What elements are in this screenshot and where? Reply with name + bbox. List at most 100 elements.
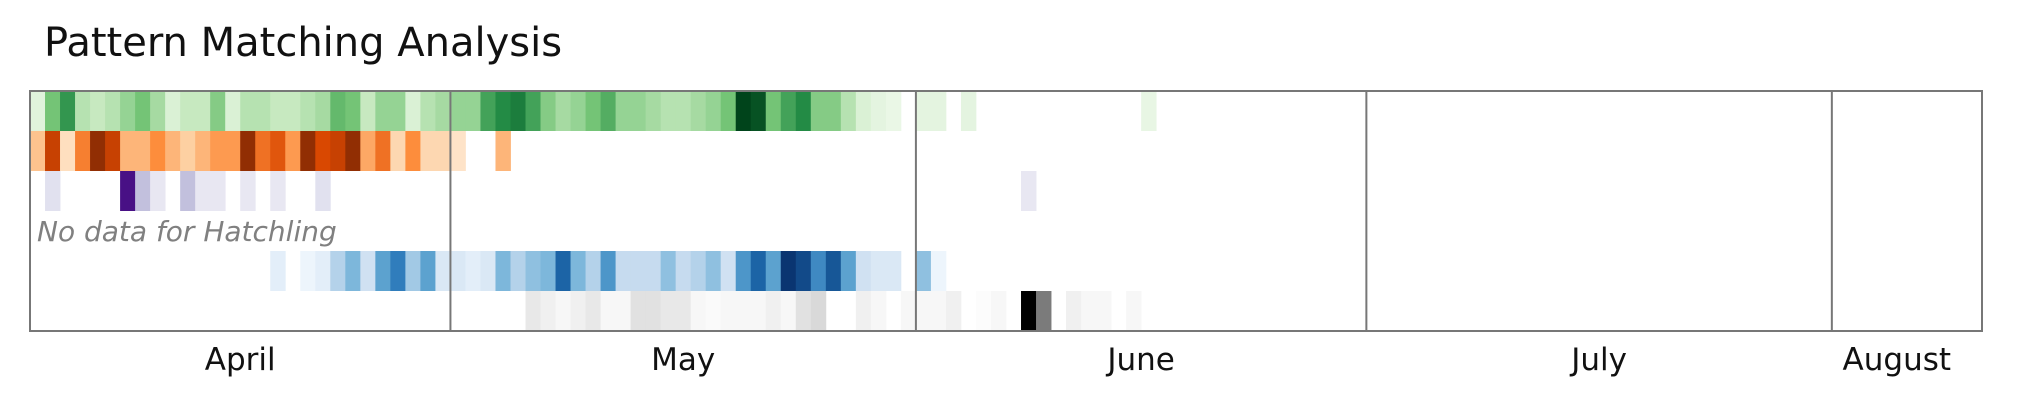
heatmap-cell [765,251,782,291]
heatmap-cell [1141,91,1157,131]
heatmap-cell [720,291,737,331]
heatmap-cell [315,171,331,211]
heatmap-cell [600,91,616,131]
heatmap-cell [645,91,662,131]
heatmap-cell [315,91,331,131]
heatmap-cell [600,291,616,331]
heatmap-cell [690,251,707,291]
heatmap-cell [900,291,917,331]
heatmap-cell [390,251,406,291]
heatmap-cell [45,131,61,171]
heatmap-cell [705,291,722,331]
heatmap-cell [375,131,391,171]
heatmap-cell [90,131,106,171]
heatmap-cell [450,251,466,291]
heatmap-cell [375,251,391,291]
heatmap-cell [540,291,556,331]
heatmap-cell [945,291,962,331]
heatmap-cell [120,91,136,131]
heatmap-cell [585,291,601,331]
heatmap-cell [240,91,256,131]
heatmap-cell [735,91,752,131]
heatmap-cell [330,251,346,291]
heatmap-cell [135,171,151,211]
heatmap-cell [195,91,211,131]
heatmap-cell [180,131,196,171]
heatmap-cell [240,131,256,171]
heatmap-cell [915,251,932,291]
heatmap-cell [525,91,541,131]
heatmap-cell [990,291,1007,331]
month-label: June [1105,342,1175,378]
heatmap-cell [930,91,947,131]
heatmap-cell [420,91,436,131]
heatmap-cell [435,91,451,131]
heatmap-cell [165,131,181,171]
heatmap-cell [585,91,601,131]
heatmap-cell [810,251,827,291]
heatmap-cell [480,251,496,291]
heatmap-cell [150,91,166,131]
heatmap-cell [135,131,151,171]
heatmap-cell [735,251,752,291]
heatmap-cell [960,91,977,131]
heatmap-cell [675,251,692,291]
heatmap-cell [750,91,767,131]
heatmap-cell [300,91,316,131]
heatmap-cell [1081,291,1097,331]
heatmap-cell [885,251,902,291]
heatmap-cell [765,91,782,131]
heatmap-cell [615,291,632,331]
heatmap-cell [450,131,466,171]
heatmap-cell [105,131,121,171]
heatmap-cell [795,251,812,291]
heatmap-cell [660,291,677,331]
heatmap-cell [1036,291,1052,331]
heatmap-cell [555,251,571,291]
heatmap-cell [195,171,211,211]
heatmap-cell [360,131,376,171]
heatmap-cell [720,251,737,291]
heatmap-cell [75,91,91,131]
heatmap-cell [285,91,301,131]
heatmap-cell [285,131,301,171]
plot-frame [29,90,1983,332]
heatmap-cell [90,91,106,131]
heatmap-cell [255,91,271,131]
heatmap-cell [180,171,196,211]
heatmap-cell [780,291,797,331]
heatmap-cell [660,91,677,131]
heatmap-cell [180,91,196,131]
heatmap-cell [270,171,286,211]
heatmap-cell [120,171,136,211]
heatmap-cell [210,91,226,131]
heatmap-cell [780,251,797,291]
heatmap-cell [135,91,151,131]
month-boundaries [449,91,1833,331]
heatmap-cell [765,291,782,331]
heatmap-cell [270,91,286,131]
heatmap-cell [1096,291,1112,331]
heatmap-cell [465,91,481,131]
heatmap-cell [420,131,436,171]
heatmap-cell [855,91,872,131]
heatmap-cell [660,251,677,291]
heatmap-cell [435,131,451,171]
heatmap-cell [420,251,436,291]
heatmap-cell [390,91,406,131]
heatmap-cell [975,291,992,331]
heatmap-cell [150,131,166,171]
heatmap-cell [705,251,722,291]
heatmap-cell [600,251,616,291]
heatmap-cell [450,91,466,131]
heatmap-cell [60,131,76,171]
heatmap-cell [300,131,316,171]
heatmap-cell [915,291,932,331]
heatmap-cell [525,291,541,331]
heatmap-cell [840,251,857,291]
heatmap-cell [195,131,211,171]
heatmap-cell [270,251,286,291]
heatmap-cell [750,251,767,291]
heatmap-cell [330,131,346,171]
heatmap-cell [360,91,376,131]
